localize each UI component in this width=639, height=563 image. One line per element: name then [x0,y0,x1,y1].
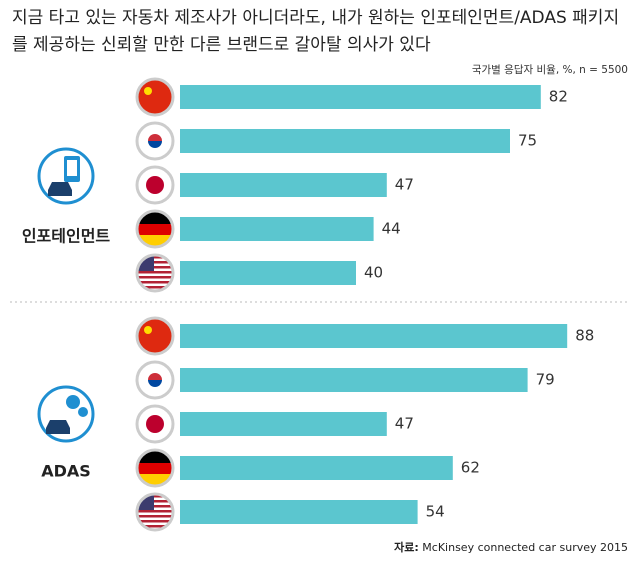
flag-part [138,463,172,474]
value-label: 44 [382,220,401,238]
value-label: 62 [461,459,480,477]
flag-body [138,363,172,397]
flag-body [138,124,172,158]
subtitle: 국가별 응답자 비율, %, n = 5500 [472,64,628,76]
flag-ring [135,360,175,400]
flag-ring [135,316,175,356]
adas-icon [37,385,95,443]
flag-part [138,281,172,284]
flag-body [138,319,172,353]
bar [180,456,453,480]
flag-ring [135,404,175,444]
flag-body [138,407,172,441]
flag-ring [135,209,175,249]
flag-part [146,176,164,194]
flag-part [138,451,172,463]
flag-part [148,141,162,148]
bar [180,129,510,153]
value-label: 47 [395,176,414,194]
flag-part [138,474,172,485]
flag-part [138,286,172,289]
group-label: ADAS [41,462,91,481]
source: 자료: McKinsey connected car survey 2015 [394,540,628,554]
group-label: 인포테인먼트 [22,227,111,246]
flag-ring [135,121,175,161]
flag-part [138,80,172,114]
flag-body [138,80,172,114]
flag [135,77,175,117]
title-line: 를 제공하는 신뢰할 만한 다른 브랜드로 갈아탈 의사가 있다 [12,35,431,55]
flag [135,316,175,356]
title-line: 지금 타고 있는 자동차 제조사가 아니더라도, 내가 원하는 인포테인먼트/A… [12,8,619,28]
flag [135,404,175,444]
flag-part [138,505,172,508]
flag-part [138,224,172,235]
flag-part [138,520,172,523]
value-label: 47 [395,415,414,433]
value-label: 82 [549,88,568,106]
flag-part [138,276,172,279]
flag-ring [135,253,175,293]
flag-part [138,261,172,264]
flag-ring [135,165,175,205]
bar [180,85,541,109]
flag-part [148,373,162,380]
bar [180,324,568,348]
flag [135,492,175,532]
infotainment-icon [37,147,95,205]
flag-part [144,87,152,95]
flag-body [138,451,172,485]
bar [180,173,387,197]
value-label: 79 [536,371,555,389]
source-label: 자료: [394,540,419,554]
value-label: 40 [364,264,383,282]
bar [180,500,418,524]
bar [180,368,528,392]
flag-part [138,256,172,259]
flag-part [138,500,172,503]
flag-part [144,326,152,334]
flag [135,448,175,488]
flag-ring [135,492,175,532]
flag [135,209,175,249]
flag [135,121,175,161]
flag-body [138,212,172,246]
bar [180,217,374,241]
flag [135,165,175,205]
flag [135,360,175,400]
flag-part [138,271,172,274]
flag-part [138,510,172,513]
source-text: McKinsey connected car survey 2015 [422,541,628,554]
flag-part [138,515,172,518]
flag-part [138,235,172,246]
value-label: 88 [575,327,594,345]
flag-ring [135,77,175,117]
flag [135,253,175,293]
bar [180,261,356,285]
flag-part [148,134,162,141]
flag-part [148,380,162,387]
flag-part [146,415,164,433]
flag-part [138,319,172,353]
value-label: 75 [518,132,537,150]
flag-part [138,495,172,498]
value-label: 54 [426,503,445,521]
flag-part [138,525,172,528]
flag-part [138,212,172,224]
bar [180,412,387,436]
flag-part [138,266,172,269]
flag-body [138,168,172,202]
flag-ring [135,448,175,488]
